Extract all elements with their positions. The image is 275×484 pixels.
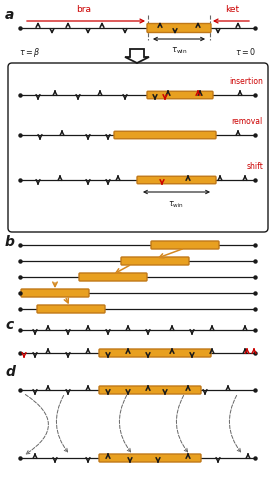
FancyBboxPatch shape — [79, 273, 147, 281]
Text: a: a — [5, 8, 14, 22]
FancyBboxPatch shape — [121, 257, 189, 265]
FancyBboxPatch shape — [37, 305, 105, 313]
Text: shift: shift — [246, 162, 263, 171]
Text: $\tau_{\rm win}$: $\tau_{\rm win}$ — [171, 46, 187, 57]
Text: b: b — [5, 235, 15, 249]
FancyBboxPatch shape — [137, 176, 216, 184]
FancyBboxPatch shape — [21, 289, 89, 297]
Text: $\tau=\beta$: $\tau=\beta$ — [19, 46, 40, 59]
Text: $\tau=0$: $\tau=0$ — [235, 46, 256, 57]
Text: bra: bra — [76, 5, 92, 14]
FancyBboxPatch shape — [99, 454, 201, 462]
Text: $\tau_{\rm win}$: $\tau_{\rm win}$ — [169, 199, 185, 210]
FancyBboxPatch shape — [114, 131, 216, 139]
Text: ket: ket — [226, 5, 240, 14]
FancyBboxPatch shape — [151, 241, 219, 249]
FancyBboxPatch shape — [147, 91, 213, 99]
Polygon shape — [125, 49, 149, 63]
Text: d: d — [5, 365, 15, 379]
Text: insertion: insertion — [229, 77, 263, 86]
Text: c: c — [5, 318, 13, 332]
FancyBboxPatch shape — [8, 63, 268, 232]
FancyBboxPatch shape — [99, 386, 201, 394]
FancyBboxPatch shape — [99, 349, 211, 357]
FancyBboxPatch shape — [147, 24, 211, 32]
Text: removal: removal — [232, 117, 263, 126]
